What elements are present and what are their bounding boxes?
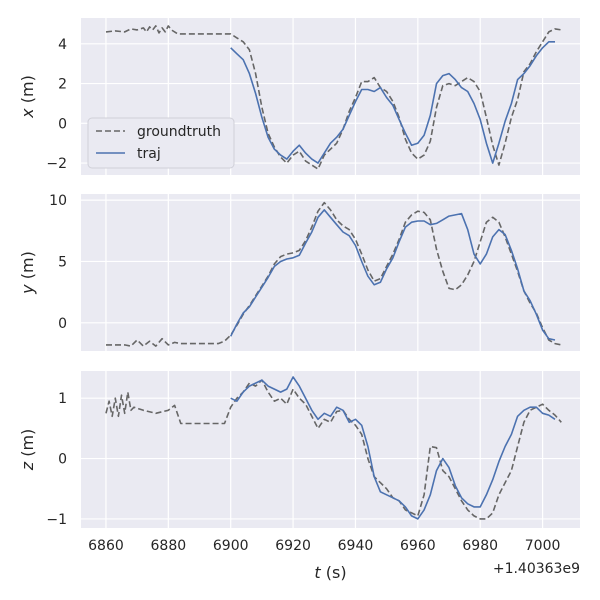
y-tick-label: 1 [58,391,67,407]
x-tick-label: 6980 [462,538,498,554]
series-line-traj [230,376,556,520]
x-tick-label: 6880 [151,538,187,554]
y-tick-label: 5 [58,254,67,270]
y-tick-label: 4 [58,37,67,53]
series-line-groundtruth [105,25,562,170]
series-line-traj [230,41,555,164]
y-tick-label: 2 [58,77,67,93]
legend: groundtruth traj [87,117,235,169]
x-axis-label: t (s) [314,563,346,582]
y-tick-label: −2 [46,156,67,172]
x-tick-label: 6940 [338,538,374,554]
y-tick-label: −1 [46,512,67,528]
legend-traj-label: traj [137,146,161,162]
y-tick-label: 0 [58,452,67,468]
y-axis-label: z (m) [18,429,37,472]
y-tick-label: 0 [58,316,67,332]
x-offset-label: +1.40363e9 [493,561,580,577]
series-line-groundtruth [106,201,562,347]
panel-background [81,371,580,528]
panel-2: 0 5 10 y (m) [18,193,580,351]
series-line-groundtruth [105,379,562,520]
x-tick-label: 6900 [213,538,249,554]
y-tick-label: 0 [58,116,67,132]
legend-groundtruth-label: groundtruth [137,124,221,140]
series-line-traj [229,209,556,341]
panels-layer: −2 0 2 4 x (m) 0 5 10 y (m) −1 0 1 z (m) 6860 6880 6900… [18,18,580,554]
x-tick-label: 6960 [400,538,436,554]
y-axis-label: x (m) [18,75,37,119]
y-axis-label: y (m) [18,251,37,295]
x-tick-label: 6920 [275,538,311,554]
x-tick-label: 7000 [525,538,561,554]
y-tick-label: 10 [49,193,67,209]
panel-background [81,194,580,351]
x-tick-label: 6860 [88,538,124,554]
panel-3: −1 0 1 z (m) 6860 6880 6900 6920 6940 6960 6980 700… [18,371,580,554]
